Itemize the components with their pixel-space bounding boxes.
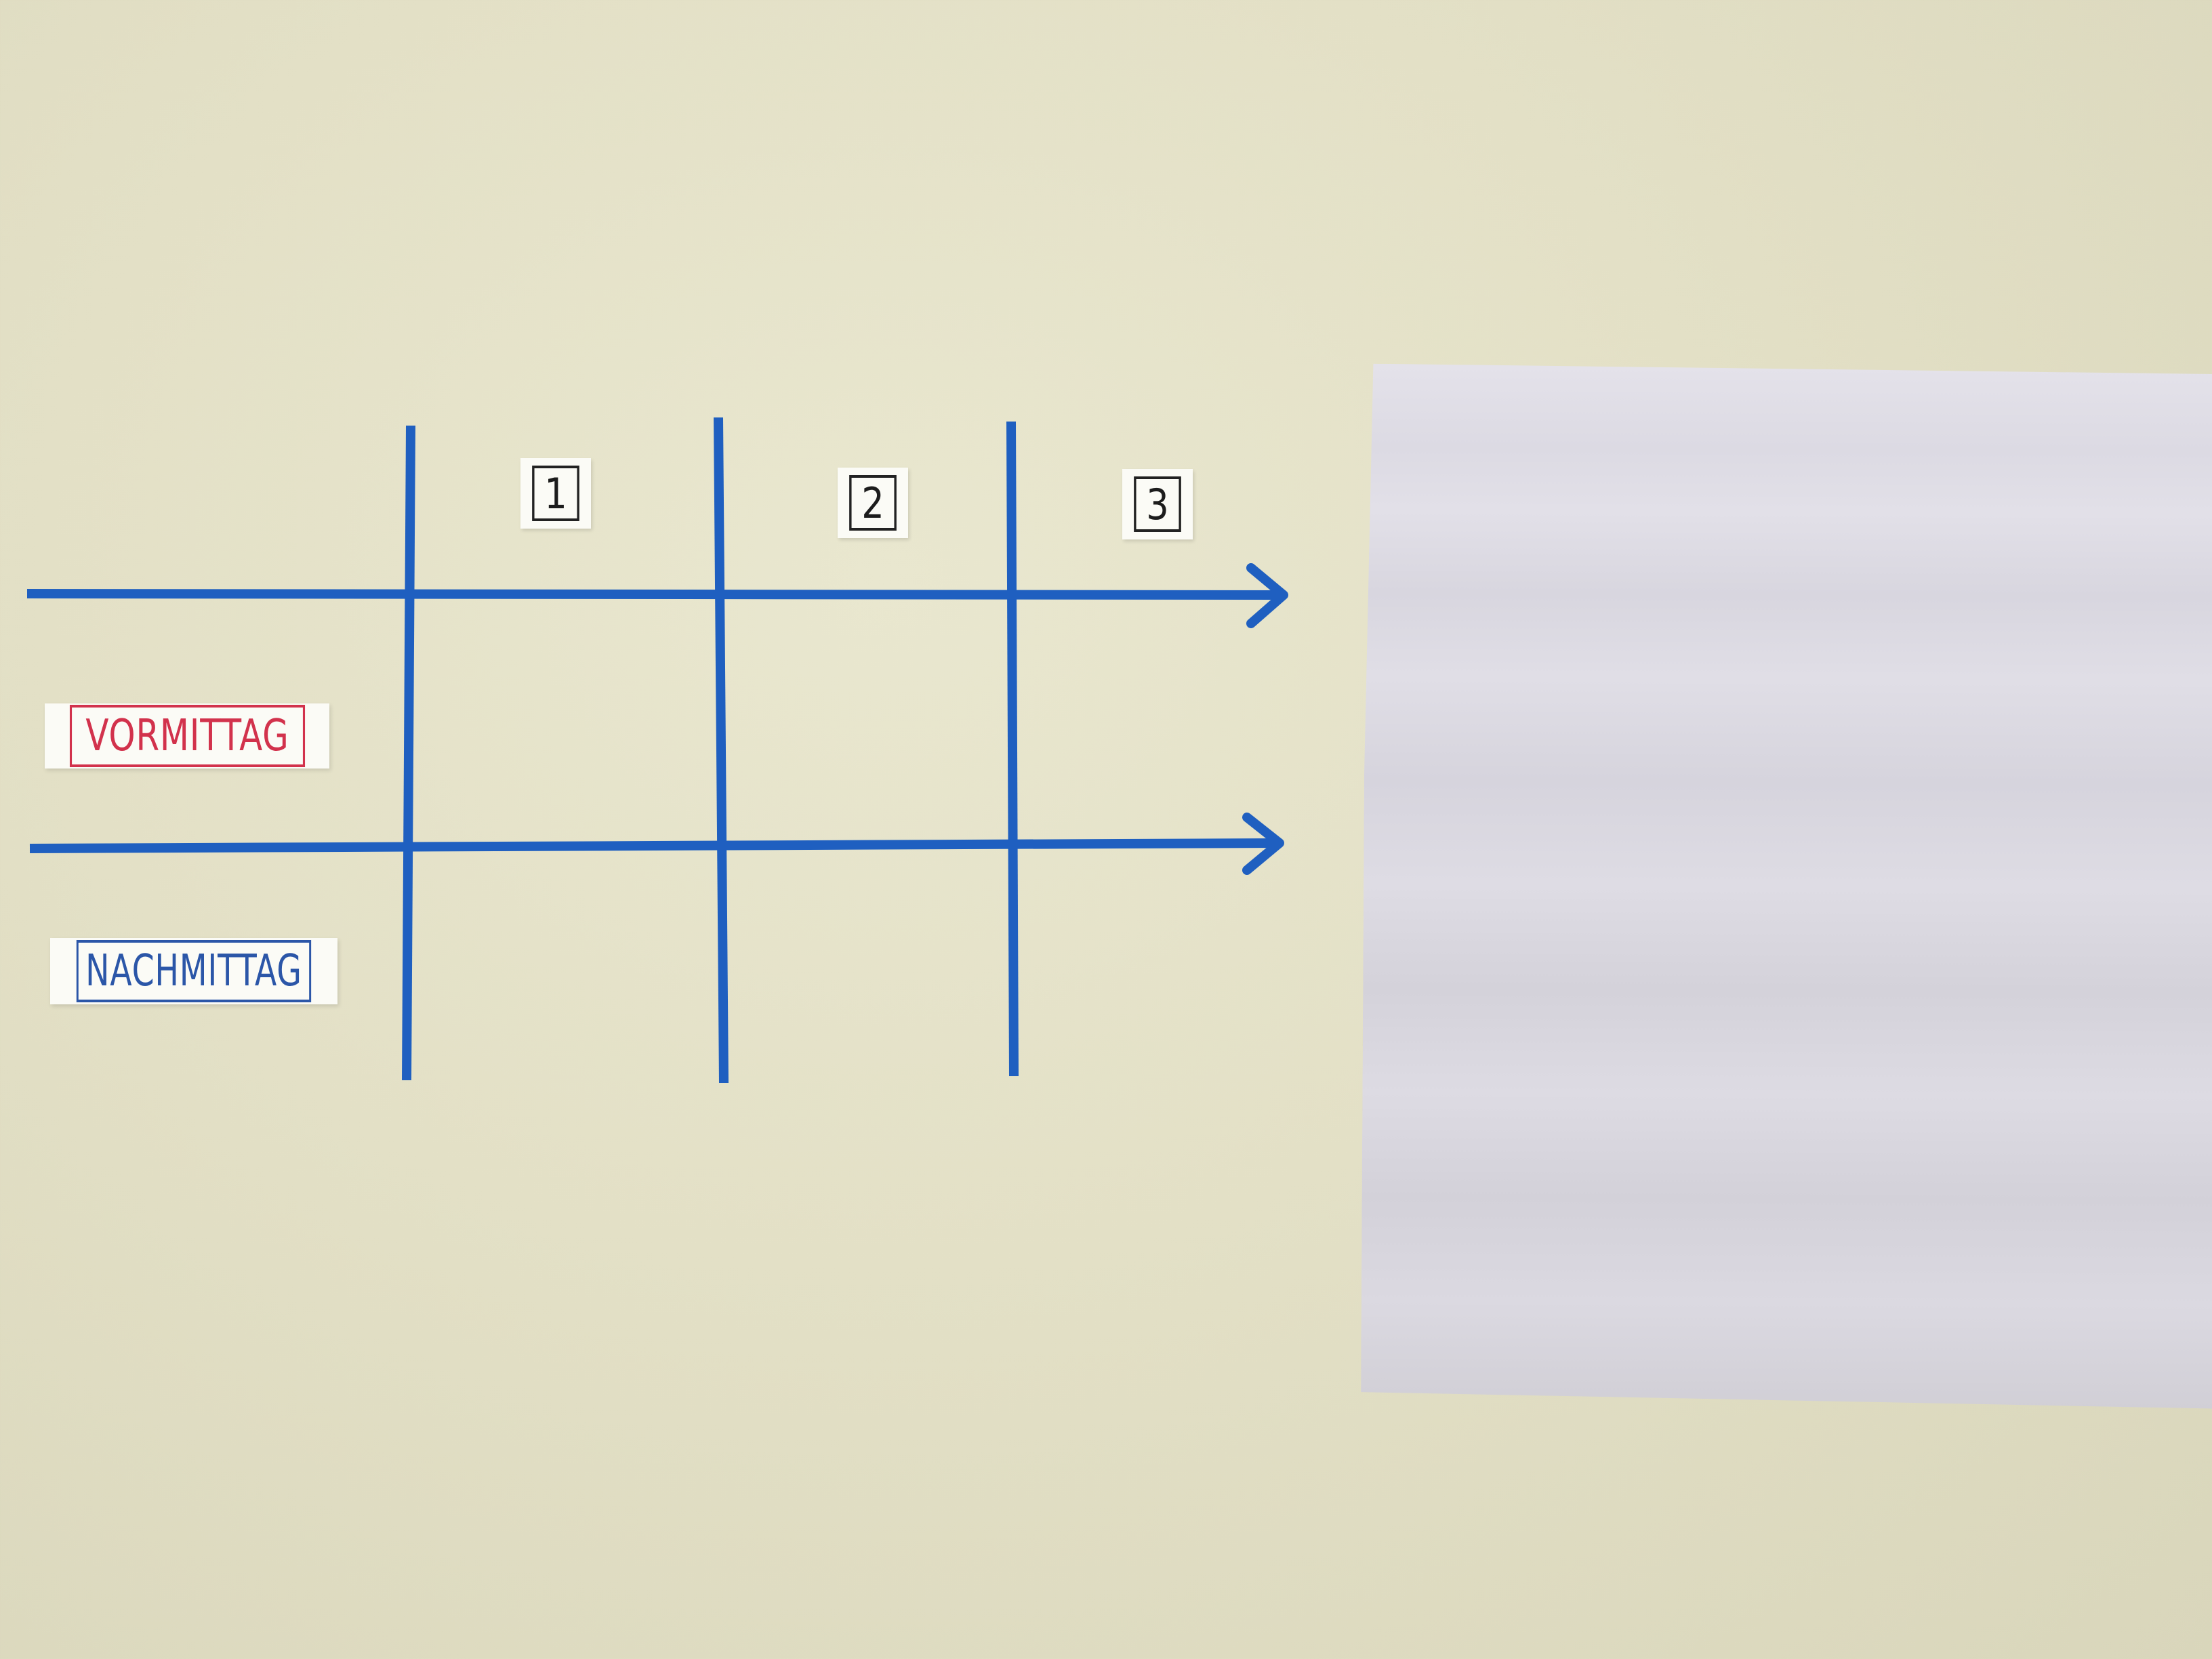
column-number-card-2: 2 — [838, 468, 908, 538]
tape-arrow-line-top — [26, 589, 1282, 600]
column-number-3: 3 — [1134, 476, 1181, 532]
column-number-card-3: 3 — [1122, 469, 1193, 539]
arrow-head-icon — [1246, 563, 1288, 628]
column-number-2: 2 — [849, 475, 897, 531]
row-label-card-vormittag: VORMITTAG — [45, 703, 329, 769]
tape-vertical-line — [402, 425, 415, 1081]
tape-vertical-line — [714, 417, 729, 1084]
column-number-1: 1 — [532, 466, 579, 521]
column-number-card-1: 1 — [520, 458, 591, 529]
row-label-vormittag: VORMITTAG — [69, 705, 305, 767]
row-label-card-nachmittag: NACHMITTAG — [50, 938, 337, 1004]
arrow-head-icon — [1242, 813, 1284, 875]
blank-paper-sheet — [1361, 364, 2212, 1410]
tape-arrow-line-bottom — [29, 838, 1277, 853]
row-label-nachmittag: NACHMITTAG — [76, 940, 312, 1002]
tape-vertical-line — [1006, 421, 1019, 1077]
